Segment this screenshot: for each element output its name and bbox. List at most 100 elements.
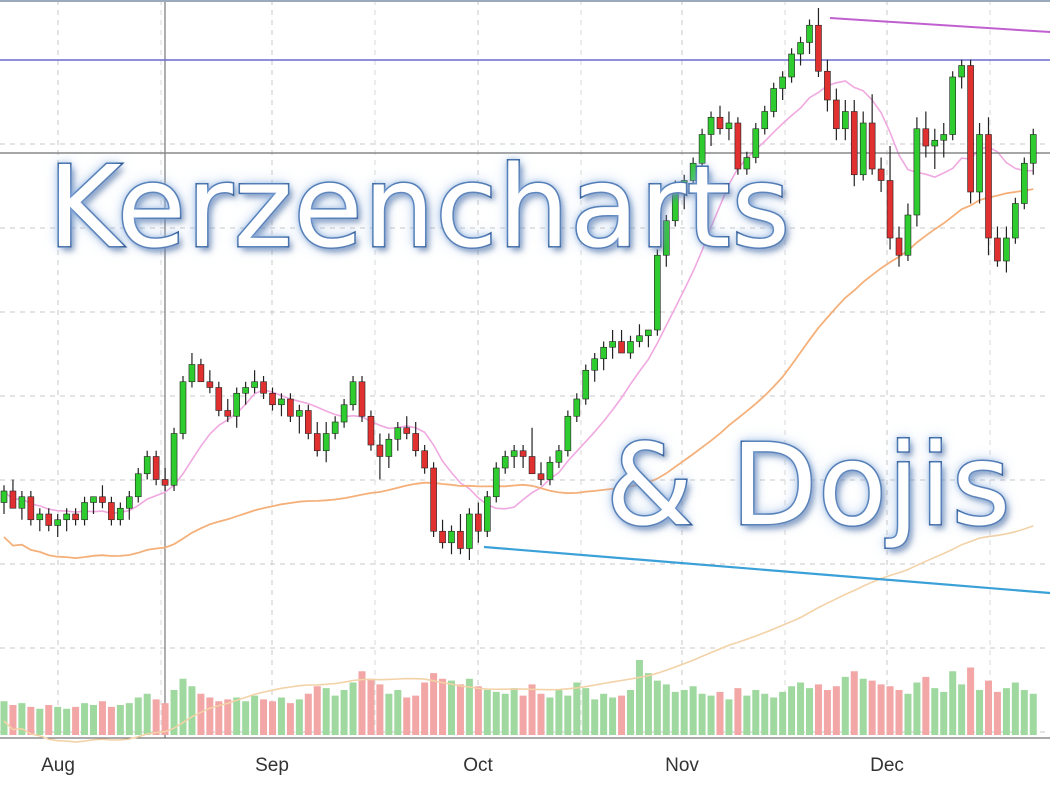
candle-body [940, 134, 948, 141]
candle-body [296, 410, 303, 417]
volume-bar [814, 684, 822, 735]
volume-bar [609, 697, 617, 735]
candle [680, 174, 688, 210]
candle-body [636, 335, 643, 342]
candle [662, 215, 670, 267]
title-line-1: Kerzencharts [46, 143, 792, 273]
volume-bar [9, 705, 17, 735]
candle-body [582, 369, 590, 400]
x-tick-label: Dec [870, 755, 904, 776]
candle-body [358, 381, 366, 417]
candle-body [54, 519, 62, 526]
candle-body [564, 415, 572, 452]
candle-body [117, 507, 124, 521]
candle-body [931, 139, 939, 147]
candle-body [555, 450, 563, 463]
candle-body [475, 513, 482, 532]
candle [761, 105, 769, 135]
volume-bar [90, 705, 97, 735]
candle-body [815, 24, 822, 72]
candle-body [716, 116, 724, 130]
candle [689, 157, 697, 192]
candle-body [260, 381, 267, 394]
volume-bar [474, 686, 482, 735]
volume-bar [394, 690, 402, 735]
volume-bar [797, 682, 805, 735]
volume-bar [367, 678, 375, 735]
candle-body [591, 358, 599, 371]
candle [967, 59, 974, 204]
volume-bar [277, 697, 285, 735]
volume-bar [36, 708, 44, 735]
volume-bar [170, 690, 178, 735]
candle [546, 456, 554, 486]
candle [985, 117, 992, 256]
candle [126, 491, 133, 520]
candle-body [868, 122, 876, 170]
volume-bar [537, 693, 545, 735]
volume-bar [806, 688, 813, 735]
candle [788, 48, 795, 83]
candle [600, 341, 607, 371]
candle [430, 462, 437, 537]
candle [45, 508, 53, 532]
candle [358, 376, 366, 422]
volume-bar [958, 684, 966, 735]
volume-bar [304, 693, 312, 735]
candle [27, 491, 35, 526]
candle-body [224, 410, 232, 417]
volume-bar [922, 676, 930, 735]
volume-bar [421, 682, 429, 735]
candle [412, 422, 420, 457]
candle-body [215, 387, 223, 411]
candle [609, 330, 616, 359]
volume-bar [1020, 690, 1028, 735]
candle-body [922, 128, 930, 147]
candle-body [609, 341, 616, 348]
candle [671, 180, 679, 227]
candle-body [63, 513, 70, 521]
volume-bar [582, 688, 590, 735]
candle [528, 427, 536, 475]
volume-bar [519, 695, 527, 735]
candle [18, 491, 26, 520]
candle [36, 508, 44, 532]
candle-body [904, 214, 912, 256]
candle [797, 36, 804, 66]
volume-bar [752, 690, 760, 735]
candle-body [394, 427, 402, 440]
candle-body [537, 473, 545, 480]
candle [385, 433, 393, 468]
candle-body [430, 467, 437, 532]
candle [573, 393, 581, 422]
volume-bar [492, 691, 500, 735]
candle [367, 410, 375, 451]
volume-bar [242, 701, 250, 735]
candle-body [457, 530, 464, 549]
volume-bar [313, 686, 321, 735]
volume-bar [904, 693, 912, 735]
candle-body [45, 513, 53, 526]
candle-body [654, 254, 661, 331]
candle-body [1012, 203, 1019, 239]
volume-bar [627, 690, 634, 735]
volume-bar [850, 671, 858, 735]
volume-bar [206, 697, 214, 735]
candle-body [1003, 237, 1010, 262]
candle-body [958, 65, 965, 78]
volume-bar [734, 688, 742, 735]
volume-bar [743, 695, 751, 735]
volume-bar [949, 671, 957, 735]
candle-body [519, 450, 527, 457]
volume-bar [152, 699, 160, 735]
candle [492, 462, 500, 503]
candle [868, 94, 876, 175]
candle-body [385, 438, 393, 457]
volume-bar [635, 660, 643, 735]
candle-body [671, 191, 679, 222]
candle [833, 88, 840, 141]
candle [698, 128, 706, 175]
volume-bar [430, 673, 438, 735]
candle [143, 450, 151, 480]
candle-body [412, 433, 420, 452]
